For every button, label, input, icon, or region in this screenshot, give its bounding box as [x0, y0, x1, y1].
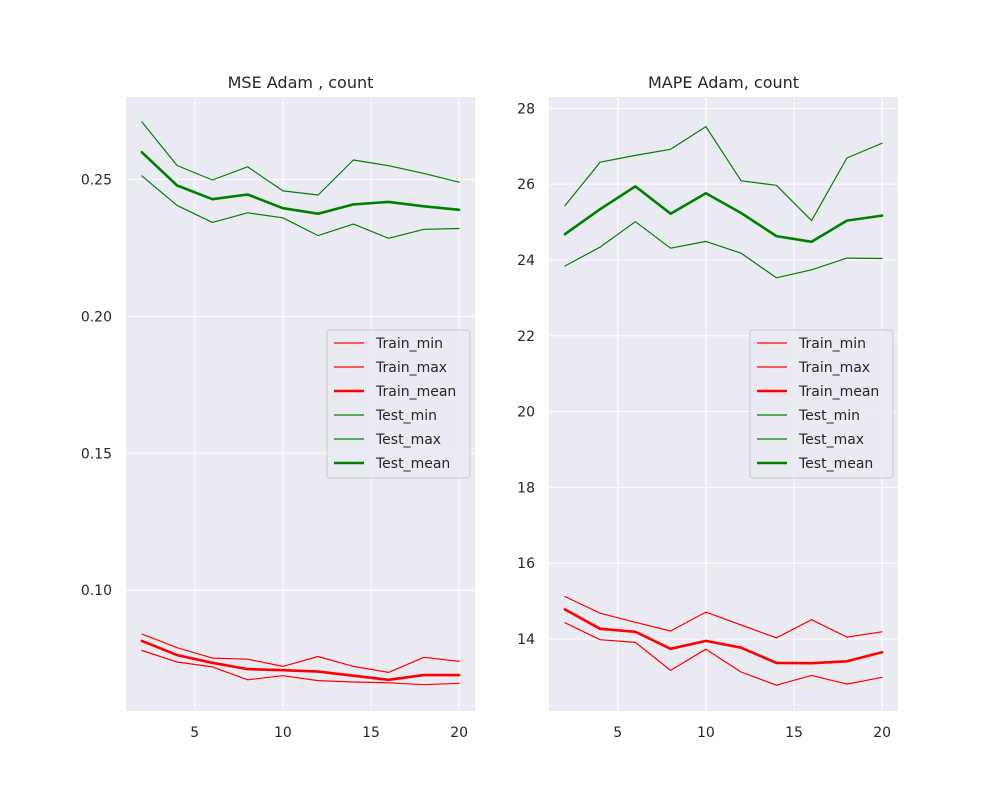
- legend-label: Test_max: [798, 432, 864, 448]
- series-line-test-min: [564, 221, 883, 279]
- legend-label: Test_mean: [375, 456, 450, 472]
- x-tick-label: 15: [362, 725, 380, 741]
- y-tick-label: 0.25: [81, 172, 112, 188]
- legend-label: Train_mean: [375, 384, 456, 400]
- legend-label: Test_min: [798, 408, 860, 424]
- legend-label: Train_min: [798, 336, 866, 352]
- y-tick-label: 0.20: [81, 309, 112, 325]
- legend-label: Train_max: [375, 360, 447, 376]
- x-tick-label: 5: [613, 725, 622, 741]
- y-tick-label: 14: [517, 632, 535, 648]
- legend-label: Test_max: [375, 432, 441, 448]
- x-tick-label: 15: [785, 725, 803, 741]
- legend: Train_min Train_max Train_mean Test_min Test…: [326, 329, 471, 479]
- x-tick-label: 10: [274, 725, 292, 741]
- series-line-train-max: [141, 633, 460, 674]
- x-tick-label: 5: [190, 725, 199, 741]
- y-tick-label: 24: [517, 253, 535, 269]
- x-tick-label: 20: [450, 725, 468, 741]
- series-line-test-max: [564, 125, 883, 222]
- series-line-test-mean: [563, 185, 884, 244]
- series-line-test-mean: [140, 151, 461, 215]
- legend-label: Train_max: [798, 360, 870, 376]
- series-line-train-mean: [563, 608, 884, 665]
- series-line-test-min: [141, 175, 460, 239]
- y-tick-label: 0.15: [81, 446, 112, 462]
- chart-title: MSE Adam , count: [228, 73, 374, 92]
- chart-panel-2: 5 10 15 20 14 16 18 20 22 24 26 28 MAPE Adam, count T…: [517, 73, 898, 741]
- legend-label: Test_mean: [798, 456, 873, 472]
- chart-panel-1: 5 10 15 20 0.10 0.15 0.20 0.25 MSE Adam , count T…: [81, 73, 475, 741]
- x-tick-label: 20: [873, 725, 891, 741]
- series-line-train-min: [141, 649, 460, 686]
- series-line-train-mean: [140, 639, 461, 682]
- legend-label: Test_min: [375, 408, 437, 424]
- series-line-train-max: [564, 595, 883, 639]
- chart-title: MAPE Adam, count: [648, 73, 799, 92]
- series-line-test-max: [141, 121, 460, 196]
- y-tick-label: 20: [517, 405, 535, 421]
- y-tick-label: 16: [517, 556, 535, 572]
- x-tick-label: 10: [697, 725, 715, 741]
- series-line-train-min: [564, 622, 883, 686]
- legend: Train_min Train_max Train_mean Test_min Test…: [749, 329, 894, 479]
- y-tick-label: 18: [517, 480, 535, 496]
- legend-label: Train_mean: [798, 384, 879, 400]
- y-tick-label: 0.10: [81, 583, 112, 599]
- y-tick-label: 28: [517, 101, 535, 117]
- legend-label: Train_min: [375, 336, 443, 352]
- y-tick-label: 26: [517, 177, 535, 193]
- y-tick-label: 22: [517, 329, 535, 345]
